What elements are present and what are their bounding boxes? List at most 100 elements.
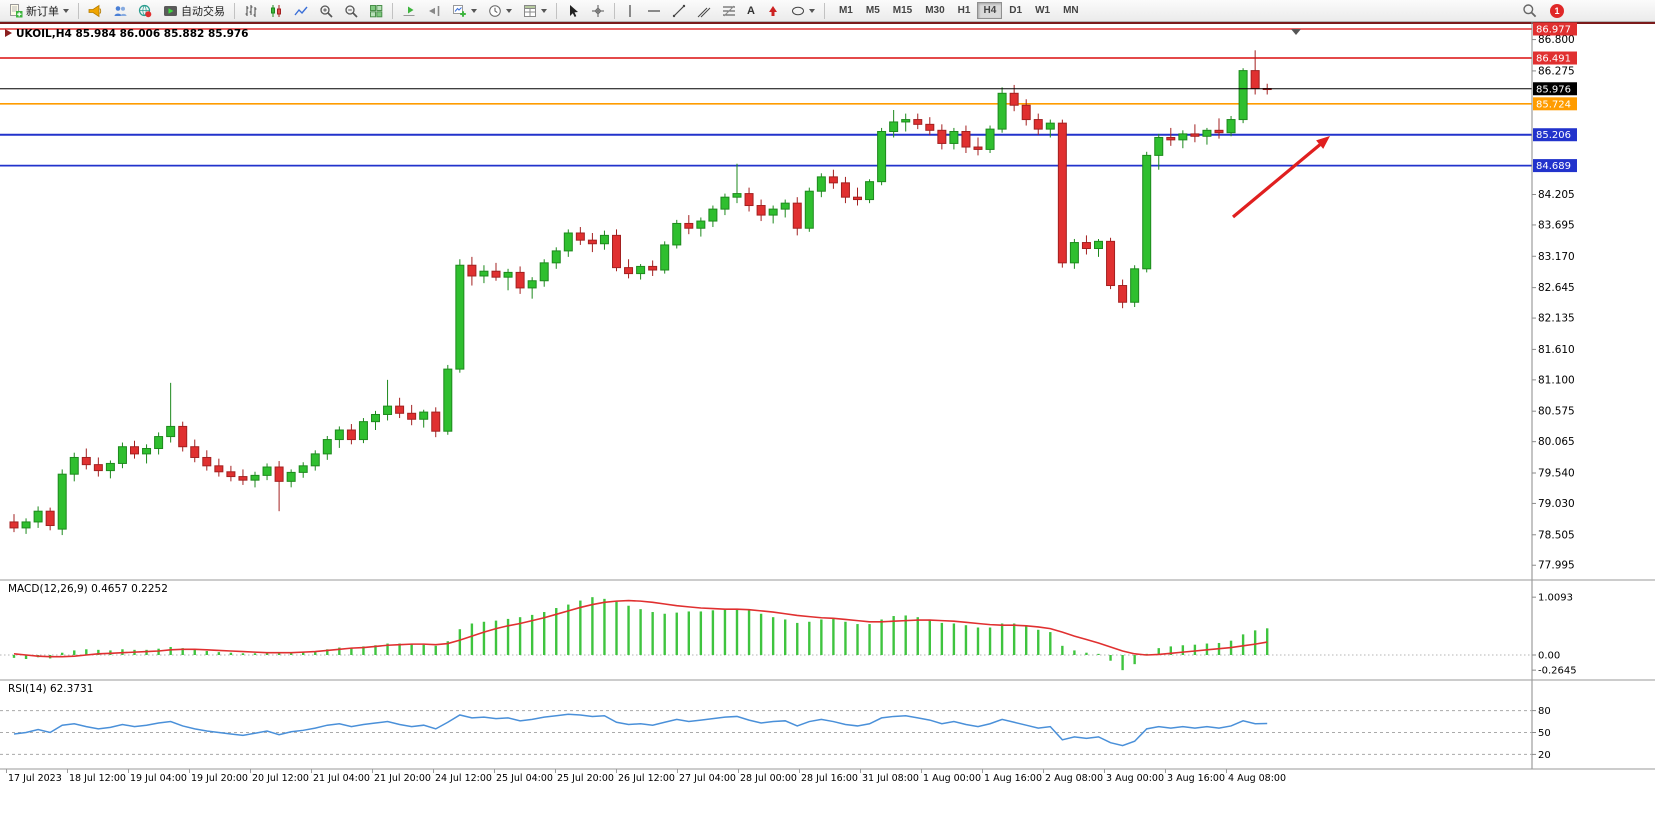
- candle: [1142, 154, 1152, 270]
- new-chart-button[interactable]: [447, 1, 482, 20]
- macd-panel[interactable]: [0, 581, 1532, 679]
- candlestick-mode-button[interactable]: [264, 1, 288, 20]
- candle: [1190, 133, 1200, 137]
- horizontal-line-tool-icon: [648, 9, 660, 12]
- bar-chart-mode-button[interactable]: [239, 1, 263, 20]
- tile-windows-button[interactable]: [364, 1, 388, 20]
- timeframe-button-W1[interactable]: W1: [1029, 2, 1056, 19]
- time-axis[interactable]: [0, 770, 1655, 786]
- candle: [961, 131, 971, 148]
- auto-scroll-button[interactable]: [397, 1, 421, 20]
- timeframe-button-M5[interactable]: M5: [860, 2, 886, 19]
- candle: [250, 474, 260, 481]
- rsi-panel[interactable]: [0, 681, 1532, 769]
- candle: [33, 510, 43, 523]
- arrow-tool-button[interactable]: [761, 1, 785, 20]
- candle: [1009, 92, 1019, 106]
- candle: [901, 119, 911, 123]
- price-axis-label: 86.275: [1538, 65, 1575, 77]
- templates-button[interactable]: [518, 1, 552, 20]
- price-tag: [1533, 51, 1577, 65]
- trend-arrow-head: [1316, 136, 1330, 149]
- candle: [130, 446, 139, 455]
- symbol-info-label: UKOIL,H4 85.984 86.006 85.882 85.976: [16, 28, 249, 40]
- chevron-down-icon: [506, 8, 512, 13]
- line-chart-icon: [294, 6, 308, 15]
- time-axis-label: 17 Jul 2023: [8, 773, 62, 784]
- new-order-icon: [10, 4, 23, 18]
- candle: [925, 123, 935, 131]
- time-axis-label: 2 Aug 08:00: [1045, 773, 1103, 784]
- candle: [720, 196, 730, 210]
- people-icon: [114, 5, 127, 16]
- chart-shift-button[interactable]: [422, 1, 446, 20]
- time-axis-label: 20 Jul 12:00: [252, 773, 309, 784]
- candle: [612, 234, 621, 269]
- candle: [708, 208, 718, 222]
- candle: [190, 446, 200, 458]
- price-tag: [1533, 159, 1577, 173]
- new-order-button[interactable]: 新订单: [3, 1, 74, 20]
- zoom-in-button[interactable]: [314, 1, 338, 20]
- timeframe-button-MN[interactable]: MN: [1057, 2, 1085, 19]
- text-tool-button[interactable]: A: [742, 1, 760, 20]
- timeframe-button-H4[interactable]: H4: [977, 2, 1003, 19]
- shapes-tool-button[interactable]: [786, 1, 820, 20]
- toolbar-separator: [234, 2, 235, 19]
- market-button[interactable]: [133, 1, 157, 20]
- globe-icon: [138, 4, 152, 17]
- notification-badge[interactable]: 1: [1550, 3, 1564, 18]
- candle: [383, 405, 393, 415]
- timeframe-button-M1[interactable]: M1: [833, 2, 859, 19]
- one-click-trading-toggle[interactable]: [5, 29, 12, 37]
- trend-arrow-annotation[interactable]: [1231, 143, 1322, 219]
- time-axis-label: 25 Jul 20:00: [557, 773, 614, 784]
- timeframe-button-H1[interactable]: H1: [952, 2, 977, 19]
- time-axis-label: 27 Jul 04:00: [679, 773, 736, 784]
- news-button[interactable]: [83, 1, 107, 20]
- candle: [636, 265, 646, 275]
- candle: [1178, 133, 1188, 141]
- timeframe-button-D1[interactable]: D1: [1003, 2, 1028, 19]
- candle: [587, 239, 597, 245]
- price-axis-label: 84.205: [1538, 189, 1575, 201]
- toolbar-separator: [614, 2, 615, 19]
- line-chart-mode-button[interactable]: [289, 1, 313, 20]
- community-button[interactable]: [108, 1, 132, 20]
- chart-shift-icon: [429, 5, 440, 16]
- cursor-tool-button[interactable]: [561, 1, 585, 20]
- channel-tool-button[interactable]: [692, 1, 716, 20]
- candle: [732, 193, 742, 198]
- candle: [9, 521, 19, 529]
- candle: [371, 413, 380, 423]
- fibonacci-tool-button[interactable]: [717, 1, 741, 20]
- vertical-line-tool-button[interactable]: [619, 1, 641, 20]
- time-axis-label: 4 Aug 08:00: [1228, 773, 1286, 784]
- search-button[interactable]: [1517, 1, 1542, 20]
- trendline-tool-button[interactable]: [667, 1, 691, 20]
- periods-button[interactable]: [483, 1, 517, 20]
- vertical-line-tool-icon: [629, 4, 631, 17]
- time-axis-label: 26 Jul 12:00: [618, 773, 675, 784]
- horizontal-line-tool-button[interactable]: [642, 1, 666, 20]
- time-axis-label: 1 Aug 16:00: [984, 773, 1042, 784]
- price-axis-label: 82.645: [1538, 282, 1575, 294]
- zoom-out-button[interactable]: [339, 1, 363, 20]
- price-axis-label: 83.695: [1538, 219, 1575, 231]
- crosshair-tool-button[interactable]: [586, 1, 610, 20]
- clock-icon: [489, 4, 501, 17]
- timeframe-button-M15[interactable]: M15: [887, 2, 918, 19]
- autotrading-button[interactable]: 自动交易: [158, 1, 230, 20]
- candle: [1214, 129, 1224, 134]
- price-axis[interactable]: [1532, 24, 1655, 769]
- price-chart-panel[interactable]: [0, 24, 1532, 580]
- price-tag-label: 85.206: [1536, 130, 1571, 141]
- candle: [756, 205, 766, 216]
- timeframe-button-M30[interactable]: M30: [919, 2, 950, 19]
- macd-signal-line: [13, 599, 1268, 658]
- candle: [1045, 122, 1055, 130]
- template-icon: [524, 4, 536, 17]
- candle: [816, 176, 826, 192]
